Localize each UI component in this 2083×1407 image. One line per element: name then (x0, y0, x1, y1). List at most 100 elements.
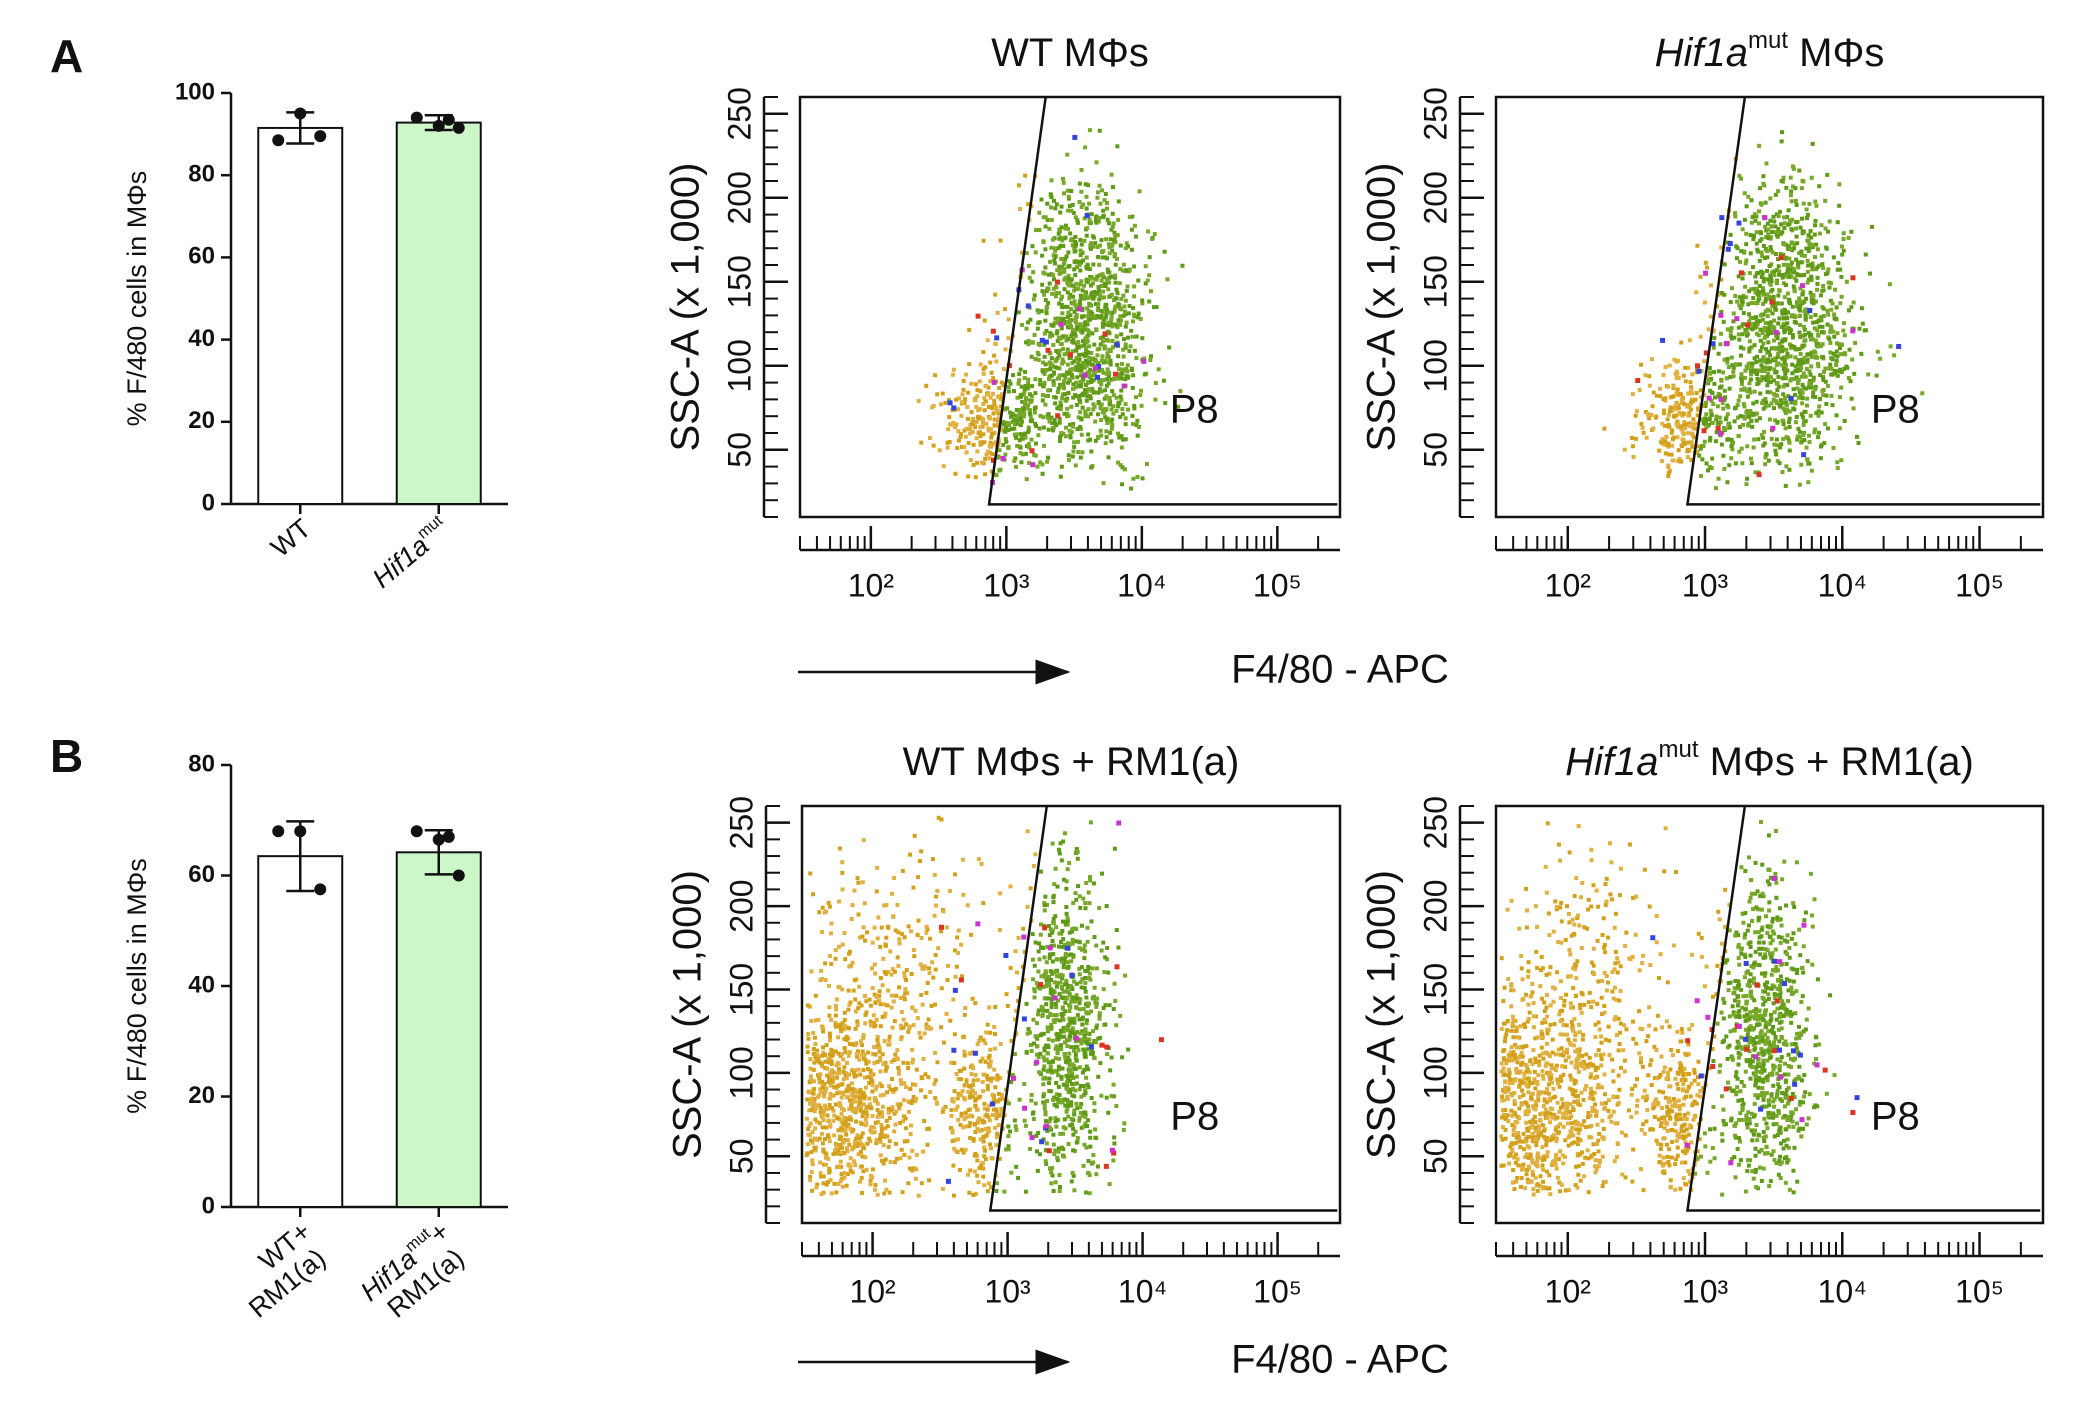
event (1729, 326, 1734, 331)
event (998, 1075, 1003, 1080)
event (1062, 287, 1067, 292)
event (1026, 377, 1031, 382)
event (1156, 367, 1161, 372)
event (1671, 437, 1676, 442)
event (1663, 365, 1668, 370)
event (992, 423, 997, 428)
y-tick-label: 60 (188, 861, 215, 888)
event (1104, 407, 1109, 412)
event (1817, 231, 1822, 236)
event (1049, 373, 1054, 378)
event (1800, 292, 1805, 297)
event (1800, 357, 1805, 362)
event (864, 1010, 869, 1015)
event (909, 971, 914, 976)
event (1812, 255, 1817, 260)
event (999, 404, 1004, 409)
event (1084, 194, 1089, 199)
event (1060, 396, 1065, 401)
event (1781, 406, 1786, 411)
event (1849, 229, 1854, 234)
event (1109, 227, 1114, 232)
event (1809, 468, 1814, 473)
event (1133, 234, 1138, 239)
x-axis-label: F4/80 - APC (1231, 1338, 1449, 1382)
event (1123, 973, 1128, 978)
event (1857, 326, 1862, 331)
event (1754, 214, 1759, 219)
event (1696, 368, 1702, 374)
event (1003, 452, 1008, 457)
event (1797, 330, 1802, 335)
event (1775, 346, 1780, 351)
event (808, 871, 813, 876)
event (821, 1050, 826, 1055)
event (813, 1041, 818, 1046)
event (1740, 461, 1745, 466)
event (1796, 426, 1801, 431)
event (925, 1142, 930, 1147)
event (990, 1092, 995, 1097)
event (1067, 1028, 1072, 1033)
event (902, 935, 907, 940)
event (1788, 246, 1793, 251)
event (1831, 255, 1836, 260)
event (1631, 454, 1636, 459)
event (825, 1066, 830, 1071)
event (1068, 433, 1073, 438)
event (1121, 354, 1126, 359)
event (1690, 372, 1695, 377)
event (993, 1099, 998, 1104)
event (860, 1154, 865, 1159)
event (976, 1180, 981, 1185)
event (1756, 380, 1761, 385)
event (1746, 361, 1751, 366)
event (1069, 959, 1074, 964)
event (1082, 321, 1087, 326)
event (1036, 1055, 1041, 1060)
event (975, 460, 980, 465)
event (1057, 1189, 1062, 1194)
event (1047, 377, 1052, 382)
event (1772, 367, 1777, 372)
event (895, 1048, 900, 1053)
event (1068, 1034, 1073, 1039)
event (1896, 343, 1902, 349)
event (860, 1143, 865, 1148)
event (1059, 1076, 1064, 1081)
event (1012, 1052, 1017, 1057)
event (986, 1114, 991, 1119)
event (1103, 302, 1108, 307)
event (950, 1130, 955, 1135)
event (1051, 382, 1056, 387)
event (1742, 386, 1747, 391)
event (1727, 386, 1732, 391)
event (959, 1077, 964, 1082)
event (1100, 214, 1105, 219)
event (997, 1156, 1002, 1161)
event (1029, 448, 1035, 454)
event (1651, 390, 1656, 395)
event (927, 436, 932, 441)
event (1749, 461, 1754, 466)
event (1063, 226, 1068, 231)
event (1074, 1081, 1079, 1086)
event (886, 1106, 891, 1111)
event (822, 1136, 827, 1141)
event (1667, 363, 1672, 368)
event (987, 1142, 992, 1147)
event (1766, 403, 1771, 408)
event (1082, 956, 1087, 961)
event (1026, 338, 1031, 343)
event (833, 956, 838, 961)
event (1042, 292, 1047, 297)
event (1793, 198, 1798, 203)
event (1083, 1029, 1088, 1034)
event (1071, 382, 1076, 387)
event (1057, 353, 1062, 358)
event (1012, 458, 1017, 463)
event (1058, 270, 1063, 275)
event (1040, 393, 1045, 398)
event (1709, 420, 1714, 425)
event (1096, 219, 1101, 224)
